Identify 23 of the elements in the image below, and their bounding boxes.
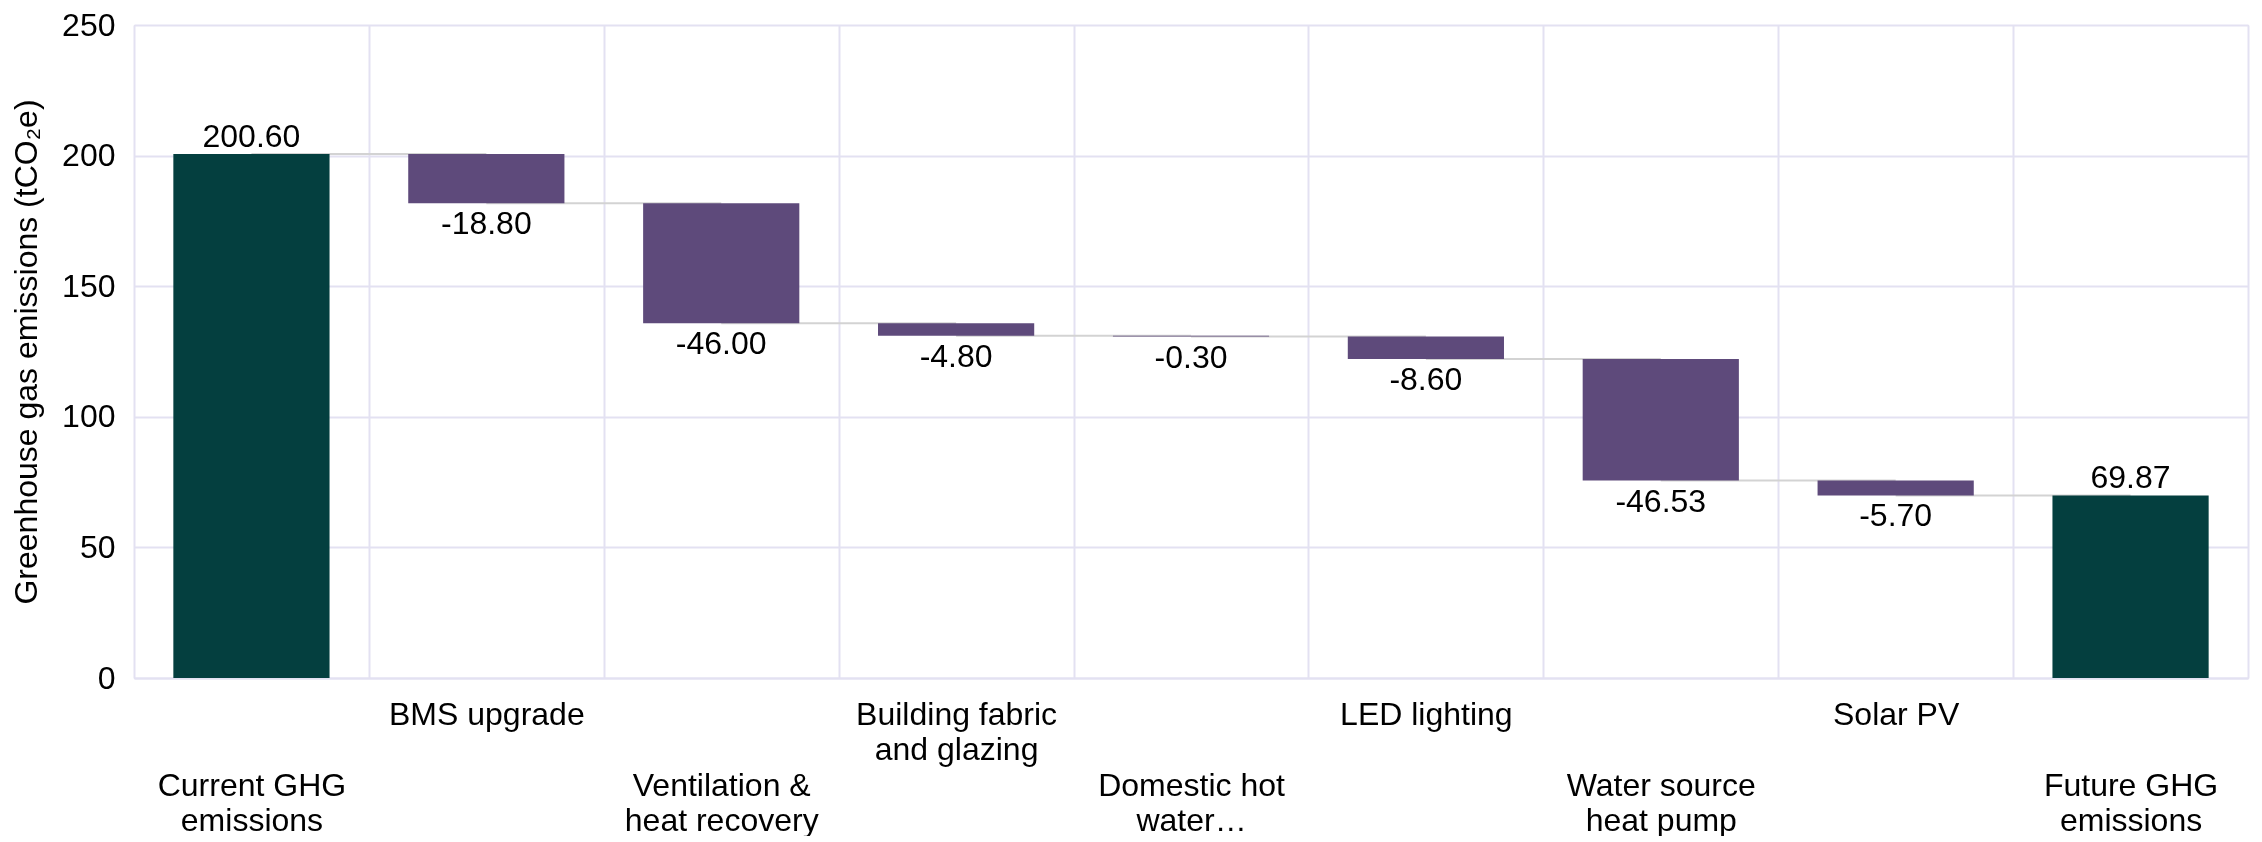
y-tick-label: 200 (62, 137, 116, 174)
y-tick-label: 50 (79, 528, 116, 565)
x-tick-label: Building fabric and glazing (856, 695, 1058, 767)
x-tick-label: BMS upgrade (389, 695, 585, 732)
data-label: 69.87 (2090, 459, 2171, 496)
x-tick-label: Solar PV (1833, 695, 1960, 732)
x-tick-label: Current GHG emissions (157, 766, 347, 838)
x-tick-label: Domestic hot water… (1098, 766, 1285, 838)
data-label: -46.53 (1615, 482, 1707, 519)
y-tick-label: 100 (62, 398, 116, 435)
data-label: -18.80 (440, 205, 532, 242)
data-label: -8.60 (1389, 361, 1463, 398)
y-tick-label: 150 (62, 267, 116, 304)
y-tick-label: 0 (97, 659, 116, 696)
data-label: -5.70 (1859, 497, 1933, 534)
x-tick-label: LED lighting (1340, 695, 1513, 732)
y-tick-label: 250 (62, 6, 116, 43)
data-label: -46.00 (675, 325, 767, 362)
x-tick-label: Future GHG emissions (2043, 766, 2219, 838)
y-axis-title: Greenhouse gas emissions (tCO₂e) (8, 99, 45, 605)
data-label: -4.80 (919, 337, 993, 374)
data-label: 200.60 (202, 118, 301, 155)
data-label: -0.30 (1154, 338, 1228, 375)
